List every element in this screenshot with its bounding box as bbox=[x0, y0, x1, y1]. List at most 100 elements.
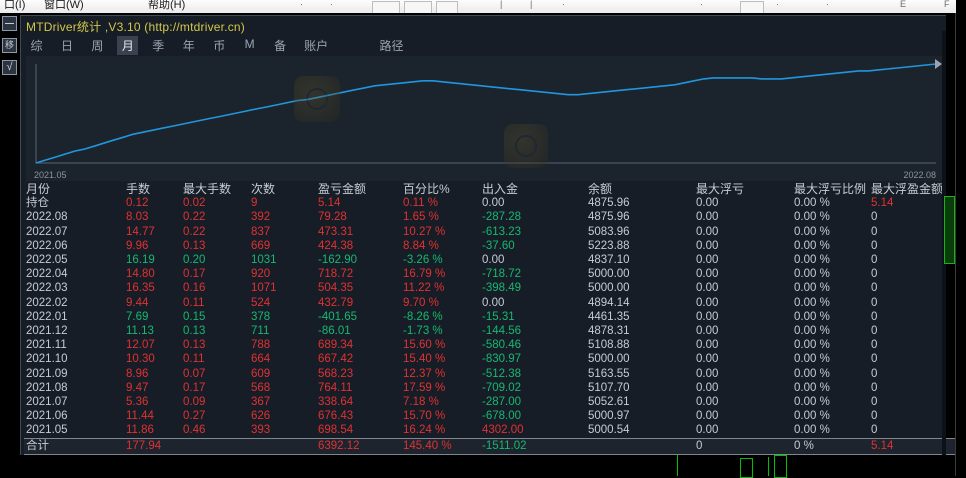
stats-table-wrapper[interactable]: 月份手数最大手数次数盈亏金额百分比%出入金余额最大浮亏最大浮亏比例最大浮盈金额最… bbox=[24, 182, 966, 455]
column-header-2[interactable]: 最大手数 bbox=[183, 182, 232, 196]
table-row[interactable]: 2021.09 8.96 0.07 609 568.23 12.37 % -512.38 51… bbox=[24, 367, 966, 381]
cell-5: 10.27 % bbox=[403, 225, 446, 238]
table-row[interactable]: 2021.06 11.44 0.27 626 676.43 15.70 % -678.00 5… bbox=[24, 409, 966, 423]
check-icon[interactable]: √ bbox=[2, 60, 17, 75]
tab-zhou[interactable]: 周 bbox=[91, 39, 104, 53]
host-toolbar-glyph-6[interactable]: · bbox=[700, 0, 703, 9]
move-icon[interactable]: 移 bbox=[2, 38, 17, 53]
tab-ri[interactable]: 日 bbox=[60, 39, 73, 53]
table-row[interactable]: 2021.05 11.86 0.46 393 698.54 16.24 % 4302.00 5… bbox=[24, 423, 966, 438]
cell-10: 0 bbox=[871, 396, 878, 409]
host-toolbar-glyph-1[interactable]: · bbox=[300, 0, 303, 9]
host-toolbar-glyph-9[interactable]: E bbox=[900, 0, 907, 9]
host-toolbar-glyph-5[interactable]: · bbox=[562, 0, 565, 9]
cell-1: 12.07 bbox=[126, 339, 155, 352]
table-row[interactable]: 2021.08 9.47 0.17 568 764.11 17.59 % -709.02 51… bbox=[24, 381, 966, 395]
table-row[interactable]: 2022.08 8.03 0.22 392 79.28 1.65 % -287.28 4875… bbox=[24, 210, 966, 224]
tab-zhanghu[interactable]: 账户 bbox=[304, 39, 329, 53]
column-header-10[interactable]: 最大浮盈金额 bbox=[871, 182, 944, 196]
cell-5: -8.26 % bbox=[403, 310, 443, 323]
tab-bi[interactable]: 币 bbox=[213, 39, 226, 53]
cell-3: 711 bbox=[251, 325, 270, 338]
host-toolbar-glyph-8[interactable]: · bbox=[826, 0, 829, 9]
host-menu-item-2[interactable]: 帮助(H) bbox=[148, 0, 186, 11]
tab-path[interactable]: 路径 bbox=[379, 39, 404, 53]
tab-nian[interactable]: 年 bbox=[182, 39, 195, 53]
table-row[interactable]: 2021.07 5.36 0.09 367 338.64 7.18 % -287.00 505… bbox=[24, 395, 966, 409]
host-menu-strip[interactable]: 口(I) 窗口(W) 帮助(H) · · | | · · · · E F bbox=[0, 0, 966, 14]
cell-3: 9 bbox=[251, 197, 258, 210]
column-header-9[interactable]: 最大浮亏比例 bbox=[794, 182, 867, 196]
equity-chart-svg bbox=[35, 59, 942, 164]
cell-4: 676.43 bbox=[318, 410, 354, 423]
host-toolbar-glyph-4[interactable]: | bbox=[530, 0, 533, 9]
column-header-8[interactable]: 最大浮亏 bbox=[696, 182, 745, 196]
host-toolbar-box-3[interactable] bbox=[436, 1, 458, 13]
cell-8: 0.00 bbox=[696, 424, 719, 437]
cell-8: 0.00 bbox=[696, 410, 719, 423]
cell-0: 2022.04 bbox=[26, 268, 68, 281]
column-header-5[interactable]: 百分比% bbox=[403, 182, 450, 196]
host-toolbar-box-2[interactable] bbox=[404, 1, 432, 13]
cell-0: 2022.07 bbox=[26, 225, 68, 238]
tab-ji[interactable]: 季 bbox=[152, 39, 165, 53]
cell-5: -3.26 % bbox=[403, 254, 443, 267]
column-header-6[interactable]: 出入金 bbox=[482, 182, 519, 196]
column-header-3[interactable]: 次数 bbox=[251, 182, 276, 196]
host-toolbar-box-4[interactable] bbox=[740, 1, 764, 13]
host-toolbar-glyph-2[interactable]: · bbox=[330, 0, 333, 9]
table-row[interactable]: 2022.07 14.77 0.22 837 473.31 10.27 % -613.23 5… bbox=[24, 225, 966, 239]
column-header-7[interactable]: 余额 bbox=[588, 182, 613, 196]
cell-9: 0.00 % bbox=[794, 381, 830, 394]
tab-m[interactable]: M bbox=[244, 37, 255, 51]
table-row[interactable]: 2022.02 9.44 0.11 524 432.79 9.70 % 0.00 4894.1… bbox=[24, 296, 966, 310]
cell-1: 9.47 bbox=[126, 381, 149, 394]
table-row[interactable]: 2022.06 9.96 0.13 669 424.38 8.84 % -37.60 5223… bbox=[24, 239, 966, 253]
cell-9: 0.00 % bbox=[794, 325, 830, 338]
table-row[interactable]: 2022.05 16.19 0.20 1031 -162.90 -3.26 % 0.00 48… bbox=[24, 253, 966, 267]
cell-5: 15.40 % bbox=[403, 353, 446, 366]
host-toolbar-glyph-3[interactable]: | bbox=[500, 0, 503, 9]
table-row[interactable]: 2021.12 11.13 0.13 711 -86.01 -1.73 % -144.56 4… bbox=[24, 324, 966, 338]
cell-2: 0.22 bbox=[183, 225, 206, 238]
cell-9: 0.00 % bbox=[794, 339, 830, 352]
table-row[interactable]: 2021.11 12.07 0.13 788 689.34 15.60 % -580.46 5… bbox=[24, 338, 966, 352]
host-toolbar-glyph-7[interactable]: · bbox=[776, 0, 779, 9]
cell-5: 11.22 % bbox=[403, 282, 445, 295]
period-tabs[interactable]: 综 日 周 月 季 年 币 M 备 账户 路径 bbox=[26, 36, 413, 55]
host-menu-item-0[interactable]: 口(I) bbox=[4, 0, 26, 11]
cell-0: 2021.05 bbox=[26, 424, 68, 437]
table-row[interactable]: 持仓 0.12 0.02 9 5.14 0.11 % 0.00 4875.96 0.00 0.00… bbox=[24, 196, 966, 210]
cell-5: 9.70 % bbox=[403, 296, 439, 309]
cell-3: 1071 bbox=[251, 282, 277, 295]
tab-zong[interactable]: 综 bbox=[30, 39, 43, 53]
host-toolbar-glyph-10[interactable]: F bbox=[944, 0, 950, 9]
cell-7: 4461.35 bbox=[588, 310, 630, 323]
table-row[interactable]: 2022.01 7.69 0.15 378 -401.65 -8.26 % -15.31 44… bbox=[24, 310, 966, 324]
host-menu-item-1[interactable]: 窗口(W) bbox=[44, 0, 84, 11]
cell-4: 432.79 bbox=[318, 296, 354, 309]
cell-8: 0.00 bbox=[696, 239, 719, 252]
cell-0: 2022.02 bbox=[26, 296, 68, 309]
tab-yue[interactable]: 月 bbox=[117, 36, 139, 55]
table-row[interactable]: 2022.03 16.35 0.16 1071 504.35 11.22 % -398.49… bbox=[24, 281, 966, 295]
cell-1: 9.96 bbox=[126, 239, 149, 252]
collapse-icon[interactable] bbox=[2, 16, 17, 31]
column-header-0[interactable]: 月份 bbox=[26, 182, 51, 196]
column-header-1[interactable]: 手数 bbox=[126, 182, 151, 196]
cell-3: 378 bbox=[251, 310, 271, 323]
cell-2: 0.27 bbox=[183, 410, 206, 423]
column-header-4[interactable]: 盈亏金额 bbox=[318, 182, 367, 196]
cell-6: -144.56 bbox=[482, 325, 522, 338]
check-icon-label: √ bbox=[6, 61, 13, 73]
host-toolbar-box-1[interactable] bbox=[372, 1, 400, 13]
table-row[interactable]: 2022.04 14.80 0.17 920 718.72 16.79 % -718.72 5… bbox=[24, 267, 966, 281]
cell-8: 0.00 bbox=[696, 339, 719, 352]
cell-7: 4878.31 bbox=[588, 325, 630, 338]
cell-10: 0 bbox=[871, 325, 878, 338]
cell-6: -15.31 bbox=[482, 310, 515, 323]
cell-7: 4837.10 bbox=[588, 254, 630, 267]
table-row[interactable]: 2021.10 10.30 0.11 664 667.42 15.40 % -830.97 5… bbox=[24, 352, 966, 366]
tab-bei[interactable]: 备 bbox=[274, 39, 287, 53]
